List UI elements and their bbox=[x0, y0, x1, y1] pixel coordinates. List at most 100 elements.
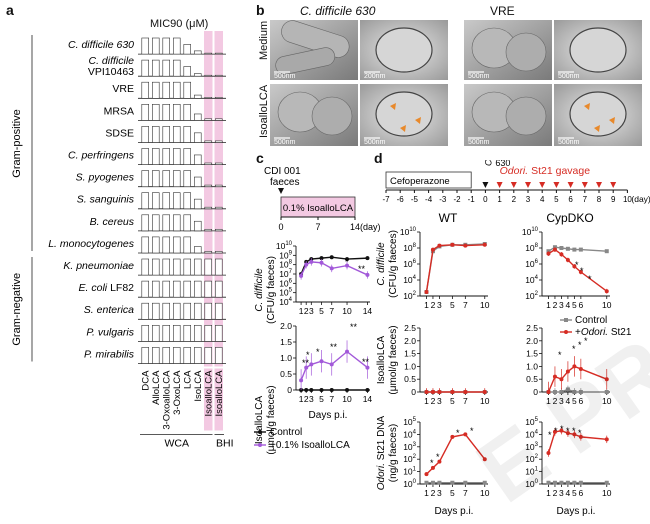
sig-marker: * bbox=[584, 336, 588, 346]
y-tick-label: 104 bbox=[403, 275, 416, 285]
row-label-medium: Medium bbox=[258, 20, 270, 60]
sig-marker: * bbox=[572, 426, 576, 436]
x-tick-label: 3 bbox=[309, 394, 314, 404]
data-point bbox=[319, 260, 324, 265]
x-tick-label: 1 bbox=[299, 306, 304, 316]
x-tick-label: 2 bbox=[553, 488, 558, 498]
data-point bbox=[552, 374, 557, 379]
mic-bar bbox=[215, 162, 223, 165]
organism-label: S. pyogenes bbox=[76, 172, 135, 184]
row-ylabel-2: (μmol/g faeces) bbox=[388, 325, 399, 394]
mic-bar bbox=[152, 236, 160, 254]
y-tick-label: 104 bbox=[403, 429, 416, 439]
mic-bar bbox=[173, 214, 181, 232]
data-point bbox=[572, 480, 577, 485]
mic-bar bbox=[215, 206, 223, 210]
timeline-tick-label: 10 bbox=[623, 195, 632, 204]
data-point bbox=[482, 242, 487, 247]
mic-bar bbox=[204, 251, 213, 254]
mic-bar bbox=[194, 50, 202, 55]
mic-bar bbox=[194, 324, 202, 342]
mic-bar bbox=[152, 214, 160, 232]
mic-bar bbox=[162, 126, 171, 143]
mic-bar bbox=[194, 154, 202, 165]
data-point bbox=[450, 242, 455, 247]
mic-bar bbox=[194, 246, 202, 254]
y-tick-label: 106 bbox=[403, 259, 416, 269]
x-tick-label: 5 bbox=[450, 396, 455, 406]
mic-bar bbox=[173, 170, 181, 188]
cell-shape bbox=[275, 47, 336, 75]
mic-bar bbox=[204, 118, 213, 121]
compound-label: IsoalloLCA bbox=[214, 370, 225, 417]
x-tick-label: 14 bbox=[363, 306, 373, 316]
mic-bar bbox=[173, 59, 181, 77]
organism-label: MRSA bbox=[104, 105, 134, 117]
y-tick-label: 103 bbox=[403, 442, 416, 452]
scale-bar-label: 500nm bbox=[468, 73, 490, 80]
mic-bar bbox=[215, 251, 223, 254]
cefoperazone-box bbox=[385, 171, 472, 189]
cdiff-label: C.diff bbox=[483, 160, 493, 166]
legend-marker-treat bbox=[258, 443, 262, 447]
data-point bbox=[309, 362, 314, 367]
mic-bar bbox=[152, 170, 160, 188]
y-tick-label: 104 bbox=[525, 275, 538, 285]
gavage-arrow bbox=[539, 182, 546, 188]
y-tick-label: 108 bbox=[525, 243, 538, 253]
scale-bar-label: 500nm bbox=[364, 139, 386, 146]
timeline-tick-label: -2 bbox=[453, 195, 461, 204]
mic-bar bbox=[194, 258, 202, 276]
data-point bbox=[559, 246, 564, 250]
mic-bar bbox=[183, 236, 192, 254]
data-point bbox=[424, 472, 429, 477]
x-tick-label: 1 bbox=[424, 300, 429, 310]
mic-bar bbox=[152, 324, 160, 342]
mic-bar bbox=[141, 59, 150, 77]
data-point bbox=[565, 258, 570, 262]
organism-label: SDSE bbox=[105, 127, 134, 139]
y-tick-label: 104 bbox=[279, 297, 292, 307]
gavage-arrow bbox=[596, 182, 602, 188]
data-point bbox=[604, 289, 609, 294]
mic-bar bbox=[183, 280, 192, 298]
organism-label: C. perfringens bbox=[68, 150, 135, 162]
x-tick-label: 4 bbox=[566, 488, 571, 498]
mic-bar bbox=[204, 258, 213, 276]
wca-label: WCA bbox=[165, 438, 190, 450]
timeline-tick-label: 4 bbox=[540, 195, 545, 204]
plot1-ylabel-1: C. difficile bbox=[254, 268, 265, 312]
data-point bbox=[450, 434, 455, 439]
compound-label: AlloLCA bbox=[151, 370, 162, 405]
y-tick-label: 100 bbox=[403, 479, 416, 489]
data-point bbox=[430, 465, 435, 470]
data-point bbox=[345, 388, 350, 392]
mic-bar bbox=[162, 59, 171, 77]
mic-bar bbox=[152, 59, 160, 77]
em-micrographs: 500nm 200nm 500nm 500nm 500nm 500nm 500nm 500nm bbox=[270, 20, 642, 146]
data-point bbox=[559, 252, 564, 257]
x-tick-label: 7 bbox=[463, 488, 468, 498]
mic-bar bbox=[162, 148, 171, 165]
series-line bbox=[548, 388, 607, 393]
sig-marker: * bbox=[470, 426, 474, 436]
sig-marker: ** bbox=[302, 358, 310, 368]
data-point bbox=[450, 390, 455, 394]
sig-marker: * bbox=[436, 452, 440, 462]
isoallolca-highlight bbox=[204, 31, 213, 367]
data-point bbox=[365, 256, 370, 261]
sig-marker: * bbox=[548, 430, 552, 440]
data-point bbox=[430, 247, 435, 252]
x-tick-label: 5 bbox=[319, 394, 324, 404]
legend-marker-control bbox=[564, 318, 568, 322]
mic-bar bbox=[183, 126, 192, 143]
gavage-arrow bbox=[510, 182, 517, 188]
mic-bar bbox=[215, 228, 223, 232]
mic-bar bbox=[162, 280, 171, 298]
mic-bar bbox=[194, 347, 202, 364]
x-tick-label: 5 bbox=[450, 300, 455, 310]
data-point bbox=[437, 390, 442, 394]
timeline-tick-label: -4 bbox=[425, 195, 433, 204]
y-tick-label: 1010 bbox=[276, 241, 293, 251]
